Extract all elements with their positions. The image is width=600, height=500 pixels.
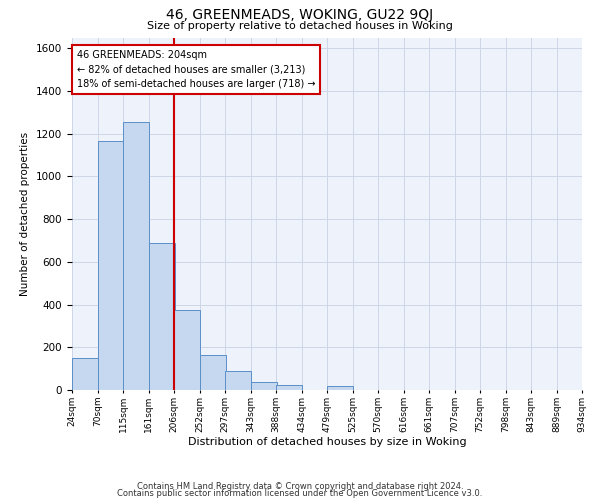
Text: Size of property relative to detached houses in Woking: Size of property relative to detached ho… (147, 21, 453, 31)
Bar (276, 386, 302, 390)
Text: Contains HM Land Registry data © Crown copyright and database right 2024.: Contains HM Land Registry data © Crown c… (137, 482, 463, 491)
Bar (98, 141, 124, 390)
Y-axis label: Number of detached properties: Number of detached properties (20, 132, 31, 296)
Bar (123, 122, 149, 390)
Bar (327, 386, 353, 390)
Bar (251, 382, 277, 390)
Bar (72, 358, 98, 390)
Text: Contains public sector information licensed under the Open Government Licence v3: Contains public sector information licen… (118, 490, 482, 498)
Bar (225, 371, 251, 390)
Bar (149, 242, 175, 390)
Bar (174, 310, 200, 390)
Bar (200, 355, 226, 390)
X-axis label: Distribution of detached houses by size in Woking: Distribution of detached houses by size … (188, 438, 466, 448)
Text: 46, GREENMEADS, WOKING, GU22 9QJ: 46, GREENMEADS, WOKING, GU22 9QJ (166, 8, 434, 22)
Text: 46 GREENMEADS: 204sqm
← 82% of detached houses are smaller (3,213)
18% of semi-d: 46 GREENMEADS: 204sqm ← 82% of detached … (77, 50, 316, 90)
